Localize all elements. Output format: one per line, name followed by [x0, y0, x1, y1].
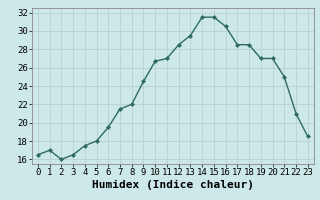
- X-axis label: Humidex (Indice chaleur): Humidex (Indice chaleur): [92, 180, 254, 190]
